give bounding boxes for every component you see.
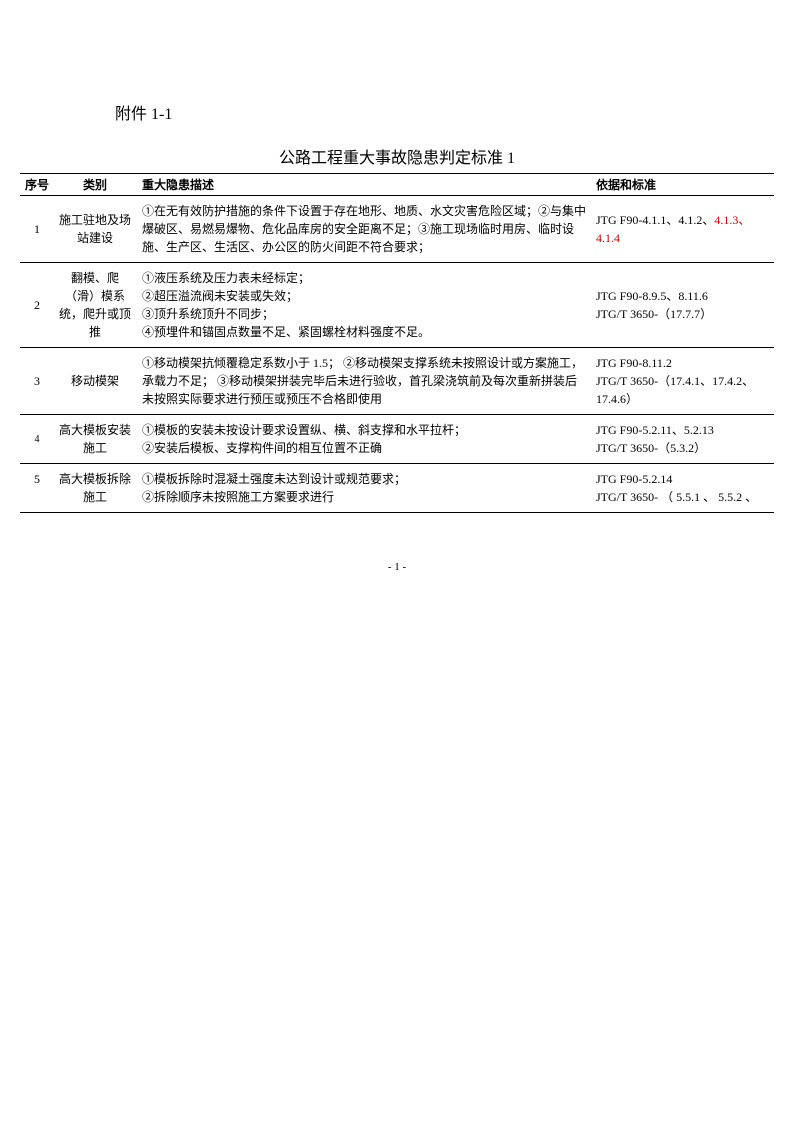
cell-category: 移动模架 (54, 348, 136, 415)
cell-basis: JTG F90-8.9.5、8.11.6 JTG/T 3650-（17.7.7） (592, 263, 774, 348)
page-number: - 1 - (0, 561, 794, 573)
cell-seq: 3 (20, 348, 54, 415)
standards-table: 序号 类别 重大隐患描述 依据和标准 1 施工驻地及场站建设 ①在无有效防护措施… (20, 173, 774, 513)
table-row: 5 高大模板拆除施工 ①模板拆除时混凝土强度未达到设计或规范要求； ②拆除顺序未… (20, 464, 774, 513)
header-seq: 序号 (20, 174, 54, 196)
table-row: 1 施工驻地及场站建设 ①在无有效防护措施的条件下设置于存在地形、地质、水文灾害… (20, 196, 774, 263)
cell-description: ①模板的安装未按设计要求设置纵、横、斜支撑和水平拉杆； ②安装后模板、支撑构件间… (136, 415, 592, 464)
cell-category: 高大模板拆除施工 (54, 464, 136, 513)
header-description: 重大隐患描述 (136, 174, 592, 196)
cell-basis: JTG F90-5.2.11、5.2.13 JTG/T 3650-（5.3.2） (592, 415, 774, 464)
cell-seq: 2 (20, 263, 54, 348)
cell-category: 施工驻地及场站建设 (54, 196, 136, 263)
header-category: 类别 (54, 174, 136, 196)
page-title: 公路工程重大事故隐患判定标准 1 (20, 144, 774, 168)
cell-description: ①模板拆除时混凝土强度未达到设计或规范要求； ②拆除顺序未按照施工方案要求进行 (136, 464, 592, 513)
cell-basis: JTG F90-4.1.1、4.1.2、4.1.3、4.1.4 (592, 196, 774, 263)
cell-category: 高大模板安装施工 (54, 415, 136, 464)
cell-basis: JTG F90-5.2.14 JTG/T 3650- （ 5.5.1 、 5.5… (592, 464, 774, 513)
header-basis: 依据和标准 (592, 174, 774, 196)
cell-category: 翻模、爬（滑）模系统，爬升或顶推 (54, 263, 136, 348)
attachment-label: 附件 1-1 (115, 100, 774, 124)
table-row: 4 高大模板安装施工 ①模板的安装未按设计要求设置纵、横、斜支撑和水平拉杆； ②… (20, 415, 774, 464)
cell-description: ①液压系统及压力表未经标定； ②超压溢流阀未安装或失效； ③顶升系统顶升不同步；… (136, 263, 592, 348)
cell-seq: 5 (20, 464, 54, 513)
table-row: 2 翻模、爬（滑）模系统，爬升或顶推 ①液压系统及压力表未经标定； ②超压溢流阀… (20, 263, 774, 348)
cell-description: ①在无有效防护措施的条件下设置于存在地形、地质、水文灾害危险区域；②与集中爆破区… (136, 196, 592, 263)
cell-seq: 1 (20, 196, 54, 263)
cell-seq: 4 (20, 415, 54, 464)
cell-description: ①移动模架抗倾覆稳定系数小于 1.5； ②移动模架支撑系统未按照设计或方案施工，… (136, 348, 592, 415)
cell-basis: JTG F90-8.11.2 JTG/T 3650-（17.4.1、17.4.2… (592, 348, 774, 415)
table-row: 3 移动模架 ①移动模架抗倾覆稳定系数小于 1.5； ②移动模架支撑系统未按照设… (20, 348, 774, 415)
